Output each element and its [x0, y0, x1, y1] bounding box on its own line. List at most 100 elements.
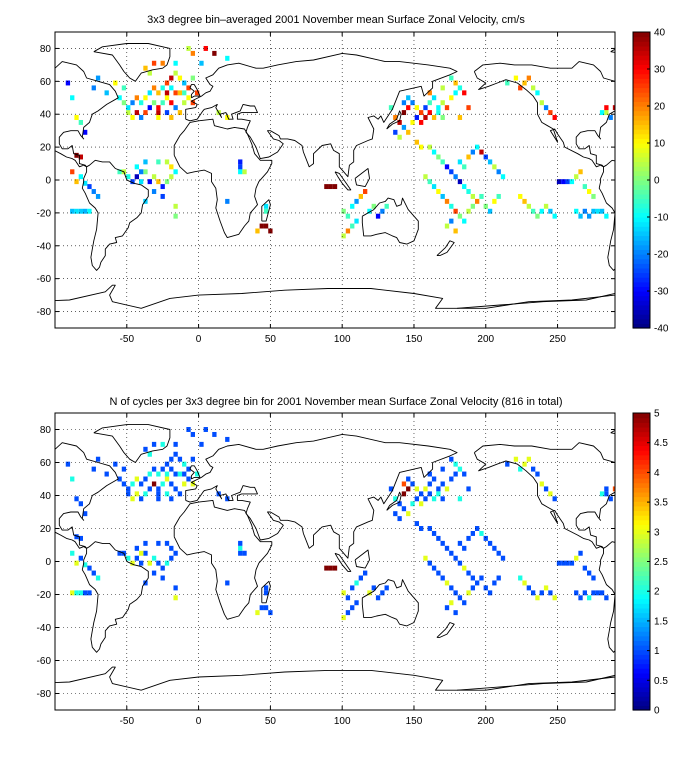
- colorbar-segment: [633, 691, 650, 697]
- data-cell: [70, 169, 75, 175]
- data-cell: [130, 100, 135, 106]
- data-cell: [462, 164, 467, 170]
- data-cell: [190, 50, 195, 56]
- data-cell: [126, 555, 131, 561]
- data-cell: [186, 427, 191, 432]
- data-cell: [453, 174, 458, 180]
- data-cell: [496, 193, 501, 199]
- data-cell: [130, 179, 135, 185]
- x-tick-label: 0: [196, 716, 202, 727]
- data-cell: [169, 545, 174, 551]
- colorbar-segment: [633, 189, 650, 195]
- data-cell: [453, 590, 458, 596]
- data-cell: [143, 476, 148, 482]
- coastline: [361, 579, 419, 627]
- data-cell: [561, 560, 566, 566]
- colorbar-tick-label: -40: [654, 324, 669, 335]
- data-cell: [186, 466, 191, 472]
- data-cell: [466, 189, 471, 194]
- data-cell: [324, 565, 329, 571]
- data-cell: [130, 481, 135, 487]
- data-cell: [419, 526, 424, 531]
- data-cell: [397, 134, 402, 140]
- data-cell: [522, 580, 527, 586]
- data-cell: [65, 461, 71, 467]
- data-cell: [431, 476, 437, 482]
- data-cell: [164, 560, 170, 566]
- data-cell: [513, 75, 519, 81]
- data-cell: [457, 540, 463, 546]
- data-cell: [440, 575, 445, 581]
- data-cell: [582, 208, 587, 214]
- data-cell: [345, 610, 351, 616]
- colorbar-segment: [633, 575, 650, 581]
- data-cell: [164, 491, 170, 497]
- y-tick-label: -40: [37, 623, 52, 634]
- data-cell: [371, 585, 376, 591]
- colorbar-segment: [633, 50, 650, 56]
- data-cell: [388, 486, 394, 492]
- data-cell: [255, 228, 260, 234]
- data-cell: [431, 565, 437, 571]
- data-cell: [363, 189, 368, 194]
- coastline: [361, 197, 419, 245]
- data-cell: [470, 149, 475, 155]
- data-cell: [440, 159, 445, 165]
- data-cell: [595, 208, 600, 214]
- data-cell: [164, 476, 170, 482]
- colorbar-segment: [633, 672, 650, 679]
- data-cell: [401, 110, 407, 116]
- data-cell: [444, 164, 450, 170]
- data-cell: [263, 605, 269, 611]
- colorbar-segment: [633, 450, 650, 456]
- data-cell: [397, 119, 402, 125]
- y-tick-label: 80: [40, 44, 52, 55]
- data-cell: [393, 129, 398, 135]
- data-cell: [574, 174, 579, 180]
- data-cell: [423, 486, 428, 492]
- data-cell: [143, 540, 148, 546]
- data-cell: [440, 481, 445, 487]
- colorbar-tick-label: 4: [654, 468, 660, 479]
- data-cell: [375, 595, 381, 601]
- data-cell: [505, 461, 510, 467]
- data-cell: [225, 55, 230, 61]
- data-cell: [475, 526, 480, 531]
- data-cell: [423, 174, 428, 180]
- data-cell: [587, 595, 592, 601]
- data-cell: [457, 560, 463, 566]
- data-cell: [190, 100, 195, 106]
- data-cell: [358, 193, 363, 199]
- data-cell: [78, 535, 83, 541]
- data-cell: [164, 461, 170, 467]
- data-cell: [552, 115, 557, 120]
- data-cell: [263, 203, 269, 209]
- y-tick-label: -20: [37, 590, 52, 601]
- data-cell: [427, 471, 432, 477]
- coastline: [334, 552, 352, 572]
- data-cell: [95, 75, 101, 81]
- data-cell: [332, 565, 338, 571]
- colorbar-segment: [633, 295, 650, 301]
- data-cell: [582, 590, 587, 596]
- colorbar-tick-label: 10: [654, 139, 666, 150]
- data-cell: [126, 174, 131, 180]
- colorbar-segment: [633, 589, 650, 595]
- coastline: [189, 465, 201, 480]
- data-cell: [74, 115, 79, 120]
- data-cell: [457, 85, 463, 91]
- colorbar-segment: [633, 286, 650, 292]
- data-cell: [164, 110, 170, 116]
- y-tick-label: 60: [40, 458, 52, 469]
- data-cell: [147, 105, 152, 111]
- data-cell: [599, 208, 605, 214]
- data-cell: [134, 164, 139, 170]
- velocity-ticks: -50 0 50 100 150 200 250 -80 -60 -40 -20 0 20 40 60 80: [37, 32, 615, 345]
- colorbar-segment: [633, 133, 650, 139]
- y-tick-label: -60: [37, 274, 52, 285]
- data-cell: [173, 486, 178, 492]
- data-cell: [466, 570, 471, 576]
- data-cell: [436, 570, 441, 576]
- data-cell: [427, 481, 432, 487]
- coastline: [55, 284, 615, 309]
